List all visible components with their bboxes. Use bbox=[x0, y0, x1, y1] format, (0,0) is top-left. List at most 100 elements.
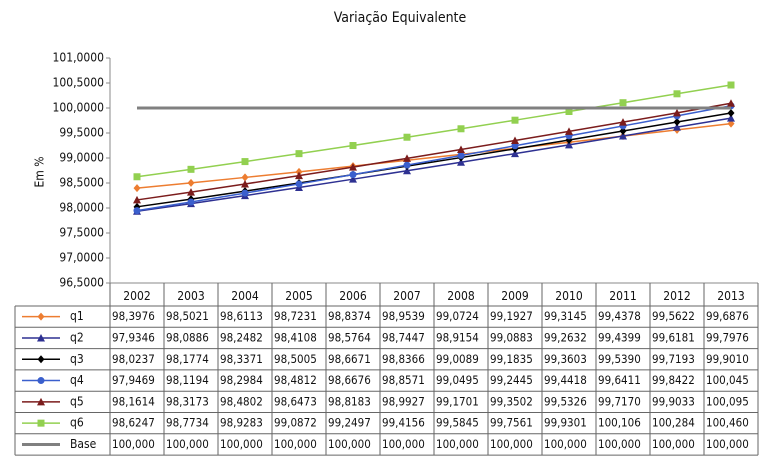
legend-label: q5 bbox=[70, 394, 84, 408]
data-point bbox=[565, 127, 573, 135]
table-cell: 99,9010 bbox=[706, 352, 749, 366]
y-tick-label: 97,0000 bbox=[59, 251, 104, 265]
y-tick-label: 100,0000 bbox=[53, 101, 105, 115]
table-cell: 98,0886 bbox=[166, 330, 209, 344]
data-point bbox=[295, 171, 303, 180]
table-cell: 99,1927 bbox=[490, 309, 533, 323]
table-cell: 99,5622 bbox=[652, 309, 695, 323]
table-cell: 99,5845 bbox=[436, 416, 479, 430]
data-point bbox=[295, 150, 303, 158]
data-point bbox=[241, 173, 249, 182]
table-cell: 99,8422 bbox=[652, 373, 695, 387]
table-cell: 100,000 bbox=[274, 437, 317, 451]
series-line bbox=[136, 105, 732, 212]
legend-label: q1 bbox=[70, 309, 84, 323]
y-tick-label: 97,5000 bbox=[59, 226, 104, 240]
table-cell: 98,6676 bbox=[328, 373, 371, 387]
table-cell: 99,9301 bbox=[544, 416, 587, 430]
table-cell: 98,9154 bbox=[436, 330, 479, 344]
table-cell: 99,7561 bbox=[490, 416, 533, 430]
y-axis-label: Em % bbox=[33, 156, 47, 187]
table-cell: 98,9539 bbox=[382, 309, 425, 323]
table-cell: 99,2497 bbox=[328, 416, 371, 430]
x-tick-label: 2006 bbox=[339, 289, 367, 303]
x-tick-label: 2008 bbox=[447, 289, 475, 303]
table-cell: 98,7231 bbox=[274, 309, 317, 323]
table-cell: 99,4156 bbox=[382, 416, 425, 430]
data-point bbox=[403, 161, 411, 169]
table-cell: 99,4399 bbox=[598, 330, 641, 344]
data-point bbox=[403, 133, 411, 141]
data-point bbox=[133, 195, 141, 204]
table-cell: 99,0089 bbox=[436, 352, 479, 366]
x-tick-label: 2013 bbox=[717, 289, 744, 303]
data-point bbox=[403, 154, 411, 162]
table-cell: 99,6876 bbox=[706, 309, 749, 323]
table-cell: 98,6473 bbox=[274, 394, 317, 408]
table-cell: 100,000 bbox=[652, 437, 695, 451]
table-cell: 100,106 bbox=[598, 416, 641, 430]
table-cell: 100,045 bbox=[706, 373, 749, 387]
y-tick-label: 98,5000 bbox=[59, 176, 104, 190]
x-tick-label: 2002 bbox=[123, 289, 150, 303]
table-cell: 99,3502 bbox=[490, 394, 533, 408]
chart-title: Variação Equivalente bbox=[334, 10, 467, 26]
y-tick-label: 99,5000 bbox=[59, 126, 104, 140]
legend-marker bbox=[37, 312, 45, 321]
legend-marker bbox=[37, 397, 45, 406]
table-cell: 99,3603 bbox=[544, 352, 587, 366]
table-cell: 98,7447 bbox=[382, 330, 425, 344]
table-cell: 97,9469 bbox=[112, 373, 155, 387]
x-tick-label: 2004 bbox=[231, 289, 259, 303]
data-point bbox=[511, 116, 519, 124]
data-point bbox=[349, 142, 357, 150]
series-line bbox=[136, 102, 732, 201]
y-tick-label: 101,0000 bbox=[53, 51, 105, 65]
legend-marker bbox=[37, 419, 45, 427]
table-cell: 98,3976 bbox=[112, 309, 155, 323]
table-cell: 99,0872 bbox=[274, 416, 317, 430]
legend-marker bbox=[37, 333, 45, 342]
table-cell: 100,284 bbox=[652, 416, 695, 430]
data-point bbox=[241, 189, 249, 197]
data-point bbox=[727, 108, 735, 117]
data-point bbox=[619, 99, 627, 107]
table-cell: 100,000 bbox=[166, 437, 209, 451]
x-tick-label: 2011 bbox=[609, 289, 636, 303]
table-cell: 100,000 bbox=[328, 437, 371, 451]
table-cell: 99,3145 bbox=[544, 309, 587, 323]
table-cell: 100,000 bbox=[490, 437, 533, 451]
data-point bbox=[187, 178, 195, 187]
data-point bbox=[727, 99, 735, 107]
table-cell: 100,460 bbox=[706, 416, 749, 430]
data-point bbox=[187, 188, 195, 196]
data-point bbox=[727, 81, 735, 89]
table-cell: 99,4418 bbox=[544, 373, 587, 387]
table-cell: 100,000 bbox=[598, 437, 641, 451]
table-cell: 99,0495 bbox=[436, 373, 479, 387]
x-tick-label: 2009 bbox=[501, 289, 529, 303]
data-point bbox=[673, 90, 681, 98]
table-cell: 99,2445 bbox=[490, 373, 533, 387]
table-cell: 98,8571 bbox=[382, 373, 425, 387]
table-cell: 99,6181 bbox=[652, 330, 695, 344]
data-point bbox=[133, 173, 141, 181]
table-cell: 100,000 bbox=[112, 437, 155, 451]
table-cell: 98,6113 bbox=[220, 309, 263, 323]
table-cell: 100,000 bbox=[706, 437, 749, 451]
table-cell: 100,000 bbox=[544, 437, 587, 451]
table-cell: 98,4802 bbox=[220, 394, 263, 408]
data-point bbox=[511, 136, 519, 144]
table-cell: 98,8366 bbox=[382, 352, 425, 366]
legend-label: q4 bbox=[70, 373, 84, 387]
series-line bbox=[136, 117, 732, 213]
table-cell: 99,0883 bbox=[490, 330, 533, 344]
data-point bbox=[673, 108, 681, 117]
legend-label: q6 bbox=[70, 416, 84, 430]
table-cell: 98,9927 bbox=[382, 394, 425, 408]
data-point bbox=[727, 114, 735, 122]
table-cell: 98,1774 bbox=[166, 352, 209, 366]
table-cell: 99,1835 bbox=[490, 352, 533, 366]
table-cell: 98,8374 bbox=[328, 309, 371, 323]
legend-label: q3 bbox=[70, 352, 84, 366]
